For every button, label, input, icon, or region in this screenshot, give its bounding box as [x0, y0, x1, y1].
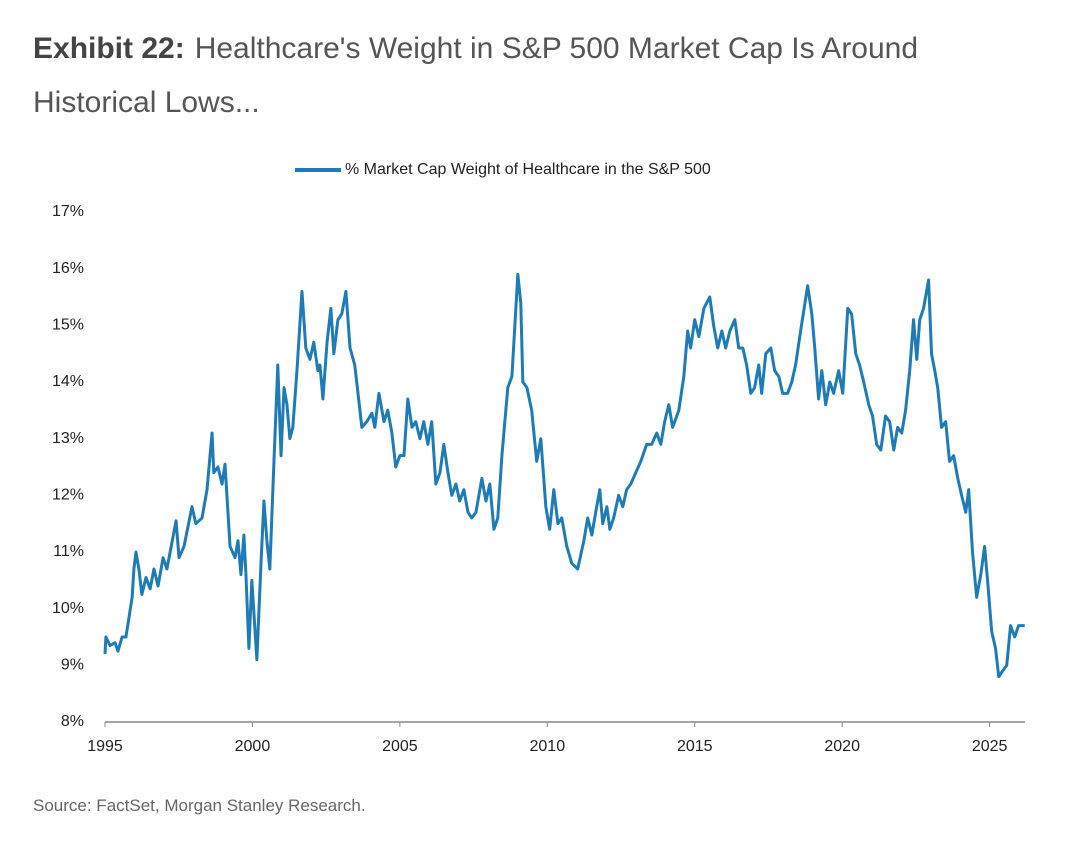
chart: 8% 9% 10% 11% 12% 13% 14% 15% 16% 17% 1995 2000 2005… [52, 161, 1025, 755]
x-tick-label: 2000 [235, 738, 271, 755]
title-label: Exhibit 22: [33, 32, 185, 65]
x-tick-label: 2025 [972, 738, 1008, 755]
y-tick-label: 17% [52, 203, 84, 220]
x-tick-label: 1995 [87, 738, 123, 755]
chart-title: Healthcare's Weight in S&P 500 Market Ca… [33, 32, 919, 119]
x-tick-label: 2015 [677, 738, 713, 755]
y-tick-label: 11% [53, 543, 84, 560]
x-tick-label: 2010 [530, 738, 566, 755]
legend-label: % Market Cap Weight of Healthcare in the… [345, 161, 711, 178]
x-tick-label: 2020 [824, 738, 860, 755]
y-tick-label: 8% [61, 713, 84, 730]
data-line [103, 272, 1025, 679]
y-tick-label: 16% [52, 260, 84, 277]
y-tick-label: 15% [52, 317, 84, 334]
y-tick-label: 13% [52, 430, 84, 447]
y-tick-label: 9% [61, 657, 84, 674]
x-tick-label: 2005 [382, 738, 418, 755]
y-tick-label: 12% [52, 487, 84, 504]
source-note: Source: FactSet, Morgan Stanley Research… [33, 796, 366, 815]
title-block: Exhibit 22: Healthcare's Weight in S&P 50… [33, 22, 993, 130]
y-tick-label: 10% [52, 600, 84, 617]
y-tick-label: 14% [52, 373, 84, 390]
